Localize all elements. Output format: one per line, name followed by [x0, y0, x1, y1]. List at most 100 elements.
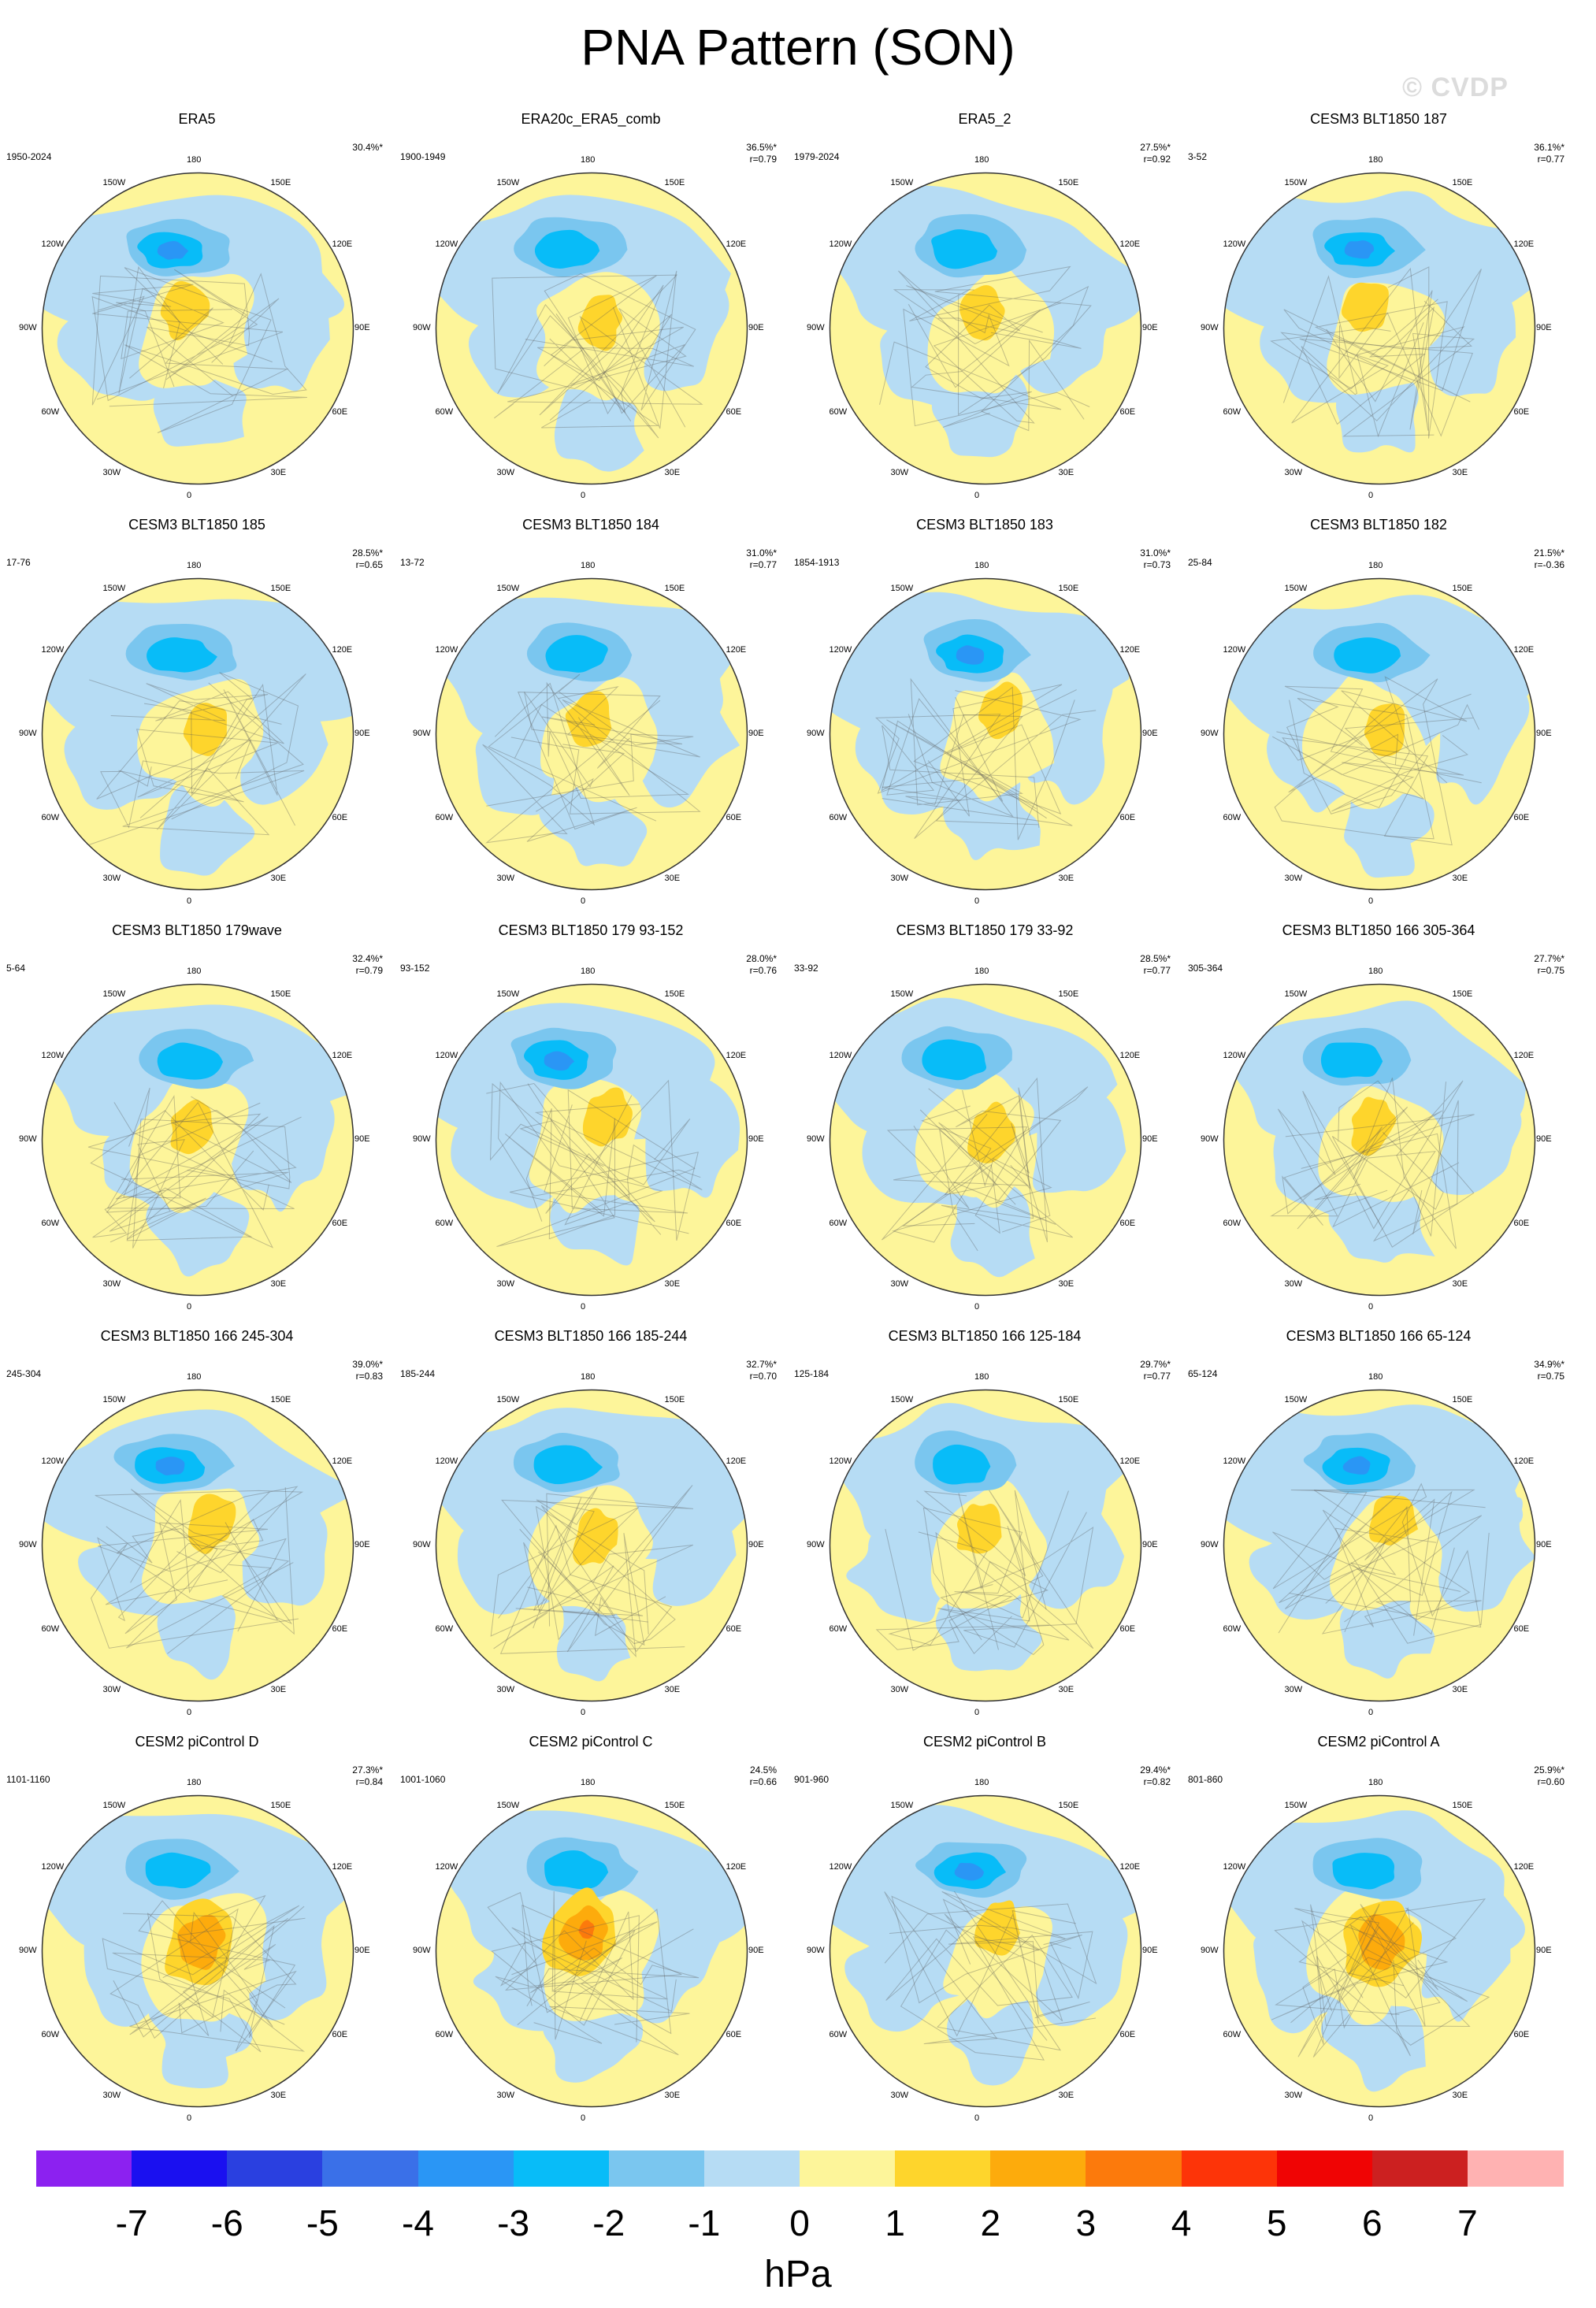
polar-map [829, 1389, 1142, 1702]
longitude-label: 60W [41, 1623, 60, 1634]
colorbar-units: hPa [764, 2254, 832, 2295]
panel-years: 901-960 [794, 1774, 830, 1785]
panel-years: 1950-2024 [6, 151, 52, 162]
panel-stats: 34.9%* r=0.75 [1534, 1359, 1564, 1382]
map-panel: CESM2 piControl B 901-960 29.4%* r=0.82 180 1… [788, 1733, 1182, 2135]
longitude-label: 150W [890, 1800, 914, 1810]
panel-years: 93-152 [400, 963, 430, 974]
colorbar-bin [608, 2150, 705, 2187]
panel-title: CESM3 BLT1850 166 305-364 [1282, 922, 1475, 938]
panel-percent-variance: 34.9%* [1534, 1359, 1564, 1370]
longitude-label: 90E [1142, 1540, 1158, 1549]
longitude-label: 30E [270, 2091, 287, 2101]
colorbar-tick-label: 0 [789, 2202, 810, 2243]
panel-pattern-correlation: r=0.66 [749, 1776, 777, 1787]
longitude-label: 0 [974, 896, 980, 906]
polar-map [435, 577, 748, 891]
longitude-label: 120W [435, 1050, 458, 1060]
longitude-label: 30W [890, 2091, 909, 2101]
longitude-label: 30E [270, 1279, 287, 1289]
panel-stats: 27.7%* r=0.75 [1534, 953, 1564, 977]
colorbar-tick-label: 4 [1171, 2202, 1192, 2243]
map-panel: ERA5_2 1979-2024 27.5%* r=0.92 180 150E 120E 90… [788, 110, 1182, 512]
longitude-label: 150E [270, 177, 291, 187]
longitude-label: 30E [1058, 874, 1075, 884]
longitude-label: 90W [807, 1540, 825, 1549]
panel-stats: 36.1%* r=0.77 [1534, 142, 1564, 165]
longitude-label: 30E [1058, 2091, 1075, 2101]
panel-title: CESM3 BLT1850 166 125-184 [888, 1328, 1082, 1344]
longitude-label: 60E [332, 406, 348, 417]
polar-map [41, 577, 354, 891]
longitude-label: 0 [581, 896, 586, 906]
longitude-label: 120W [435, 239, 458, 249]
colorbar-bin [513, 2150, 610, 2187]
panel-pattern-correlation: r=0.75 [1537, 1371, 1564, 1382]
longitude-label: 60W [1223, 406, 1242, 417]
colorbar-tick-label: -6 [210, 2202, 243, 2243]
longitude-label: 30W [496, 1685, 515, 1695]
longitude-label: 60E [1513, 812, 1530, 822]
panel-years: 1101-1160 [6, 1774, 50, 1785]
panel-percent-variance: 29.4%* [1140, 1764, 1171, 1776]
longitude-label: 60W [41, 406, 60, 417]
longitude-label: 30W [1284, 874, 1303, 884]
longitude-label: 90W [1201, 1540, 1219, 1549]
panel-stats: 36.5%* r=0.79 [746, 142, 777, 165]
longitude-label: 120E [1119, 1050, 1141, 1060]
polar-map [435, 1794, 748, 2108]
longitude-label: 150W [1284, 1394, 1308, 1404]
longitude-label: 150E [664, 177, 685, 187]
longitude-label: 30W [496, 468, 515, 478]
longitude-label: 150W [102, 583, 126, 593]
map-panel: CESM3 BLT1850 183 1854-1913 31.0%* r=0.73 18… [788, 516, 1182, 918]
longitude-label: 0 [187, 1302, 192, 1312]
panel-stats: 28.0%* r=0.76 [746, 953, 777, 977]
panel-percent-variance: 30.4%* [352, 142, 383, 153]
panel-percent-variance: 31.0%* [1140, 547, 1171, 558]
longitude-label: 120E [1513, 1050, 1535, 1060]
longitude-label: 90E [354, 1946, 370, 1955]
longitude-label: 90E [354, 323, 370, 332]
panel-years: 801-860 [1188, 1774, 1223, 1785]
panel-years: 3-52 [1188, 151, 1208, 162]
longitude-label: 30W [890, 1685, 909, 1695]
panel-title: CESM2 piControl C [529, 1734, 653, 1750]
map-panel: CESM3 BLT1850 166 305-364 305-364 27.7%* r=… [1182, 922, 1576, 1323]
colorbar-tick-label: -5 [306, 2202, 339, 2243]
longitude-label: 0 [1368, 1302, 1374, 1312]
longitude-label: 60E [1119, 2029, 1136, 2039]
longitude-label: 0 [581, 2113, 586, 2123]
map-panel: CESM3 BLT1850 179 93-152 93-152 28.0%* r=0.… [394, 922, 788, 1323]
panel-pattern-correlation: r=0.70 [749, 1371, 777, 1382]
longitude-label: 150W [1284, 989, 1308, 999]
longitude-label: 120W [435, 1456, 458, 1466]
longitude-label: 180 [187, 967, 202, 976]
colorbar-bin [418, 2150, 514, 2187]
longitude-label: 150E [1452, 583, 1473, 593]
colorbar-tick-label: 7 [1457, 2202, 1478, 2243]
longitude-label: 60E [332, 812, 348, 822]
longitude-label: 150E [270, 1800, 291, 1810]
longitude-label: 120E [726, 644, 747, 655]
map-panel: CESM2 piControl A 801-860 25.9%* r=0.60 180 1… [1182, 1733, 1576, 2135]
colorbar-tick-label: 5 [1266, 2202, 1287, 2243]
longitude-label: 60E [726, 2029, 742, 2039]
longitude-label: 60W [435, 2029, 454, 2039]
polar-map [435, 983, 748, 1297]
longitude-label: 120E [726, 1861, 747, 1872]
longitude-label: 0 [187, 896, 192, 906]
longitude-label: 90E [748, 1540, 764, 1549]
longitude-label: 120W [1223, 1050, 1246, 1060]
longitude-label: 30W [1284, 1279, 1303, 1289]
panel-years: 25-84 [1188, 557, 1212, 568]
panel-years: 125-184 [794, 1368, 830, 1379]
panel-percent-variance: 28.5%* [352, 547, 383, 558]
longitude-label: 120E [726, 1050, 747, 1060]
longitude-label: 30E [1452, 1685, 1468, 1695]
longitude-label: 60E [332, 1218, 348, 1228]
longitude-label: 30E [1452, 2091, 1468, 2101]
longitude-label: 120E [332, 1050, 353, 1060]
panel-percent-variance: 36.1%* [1534, 142, 1564, 153]
longitude-label: 90E [354, 729, 370, 738]
